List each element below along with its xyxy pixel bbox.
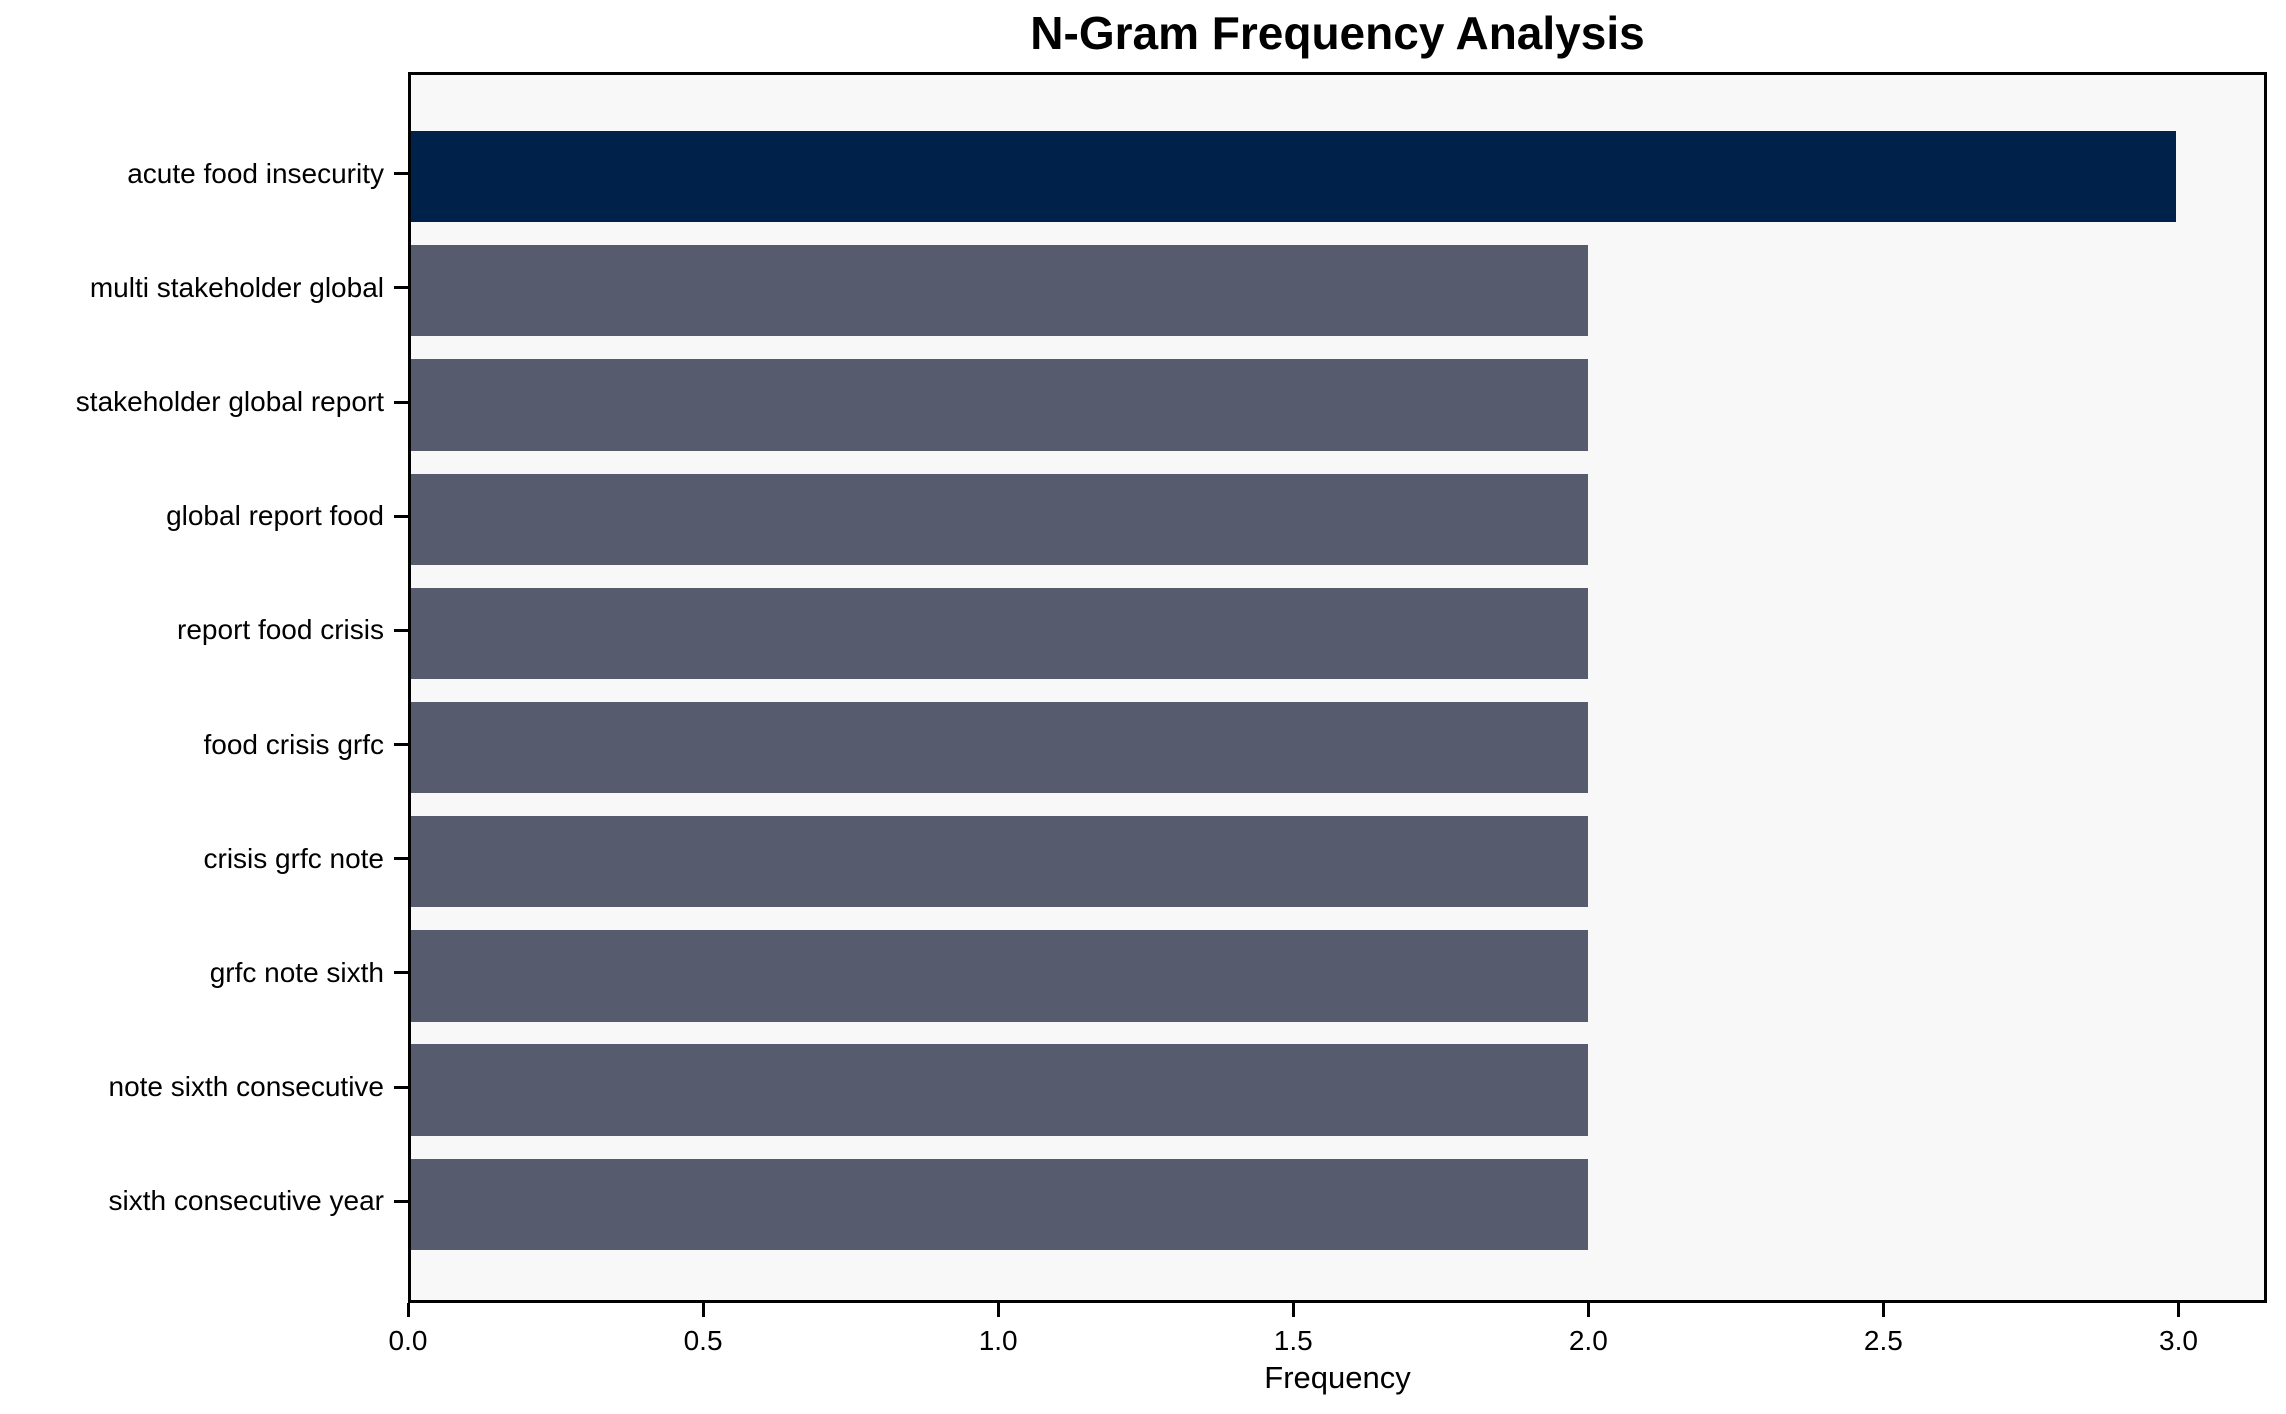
bar: [411, 701, 1588, 794]
y-tick-mark: [394, 400, 408, 404]
x-tick-label: 0.5: [683, 1325, 723, 1356]
x-tick-mark: [2176, 1303, 2180, 1317]
bar: [411, 359, 1588, 451]
x-tick-mark: [701, 1303, 705, 1317]
y-tick-mark: [394, 1199, 408, 1203]
y-tick-label: note sixth consecutive: [108, 1071, 385, 1103]
bar: [411, 1044, 1588, 1136]
y-tick-mark: [394, 286, 408, 290]
y-tick-label: sixth consecutive year: [108, 1185, 384, 1217]
y-tick-label: multi stakeholder global: [89, 271, 384, 303]
y-tick-label: stakeholder global report: [75, 386, 384, 418]
bar: [411, 930, 1588, 1022]
x-tick-mark: [1586, 1303, 1590, 1317]
x-tick-label: 3.0: [2159, 1325, 2198, 1356]
x-tick-label: 0.0: [388, 1325, 428, 1356]
y-tick-label: global report food: [166, 500, 384, 532]
x-axis-label: Frequency: [1264, 1360, 1411, 1395]
y-tick-mark: [394, 628, 408, 632]
x-tick-label: 2.5: [1863, 1325, 1903, 1356]
bar: [411, 587, 1588, 680]
x-tick-label: 2.0: [1568, 1325, 1608, 1356]
y-tick-mark: [394, 172, 408, 176]
x-tick-label: 1.0: [978, 1325, 1018, 1356]
plot-area: [408, 72, 2267, 1303]
x-tick-label: 1.5: [1273, 1325, 1313, 1356]
y-tick-mark: [394, 857, 408, 861]
y-tick-mark: [394, 743, 408, 747]
y-tick-label: acute food insecurity: [127, 157, 384, 189]
bar: [411, 130, 2176, 223]
y-tick-label: grfc note sixth: [209, 956, 384, 988]
y-tick-label: crisis grfc note: [203, 842, 385, 874]
y-tick-mark: [394, 1085, 408, 1089]
bar: [411, 473, 1588, 565]
y-tick-label: report food crisis: [177, 614, 384, 646]
chart-title: N-Gram Frequency Analysis: [1030, 7, 1645, 59]
x-tick-mark: [406, 1303, 410, 1317]
x-tick-mark: [1291, 1303, 1295, 1317]
y-tick-label: food crisis grfc: [203, 728, 385, 760]
bar: [411, 1158, 1588, 1251]
y-tick-mark: [394, 971, 408, 975]
x-tick-mark: [996, 1303, 1000, 1317]
y-tick-mark: [394, 514, 408, 518]
x-tick-mark: [1881, 1303, 1885, 1317]
bar: [411, 245, 1588, 337]
bar: [411, 816, 1588, 908]
